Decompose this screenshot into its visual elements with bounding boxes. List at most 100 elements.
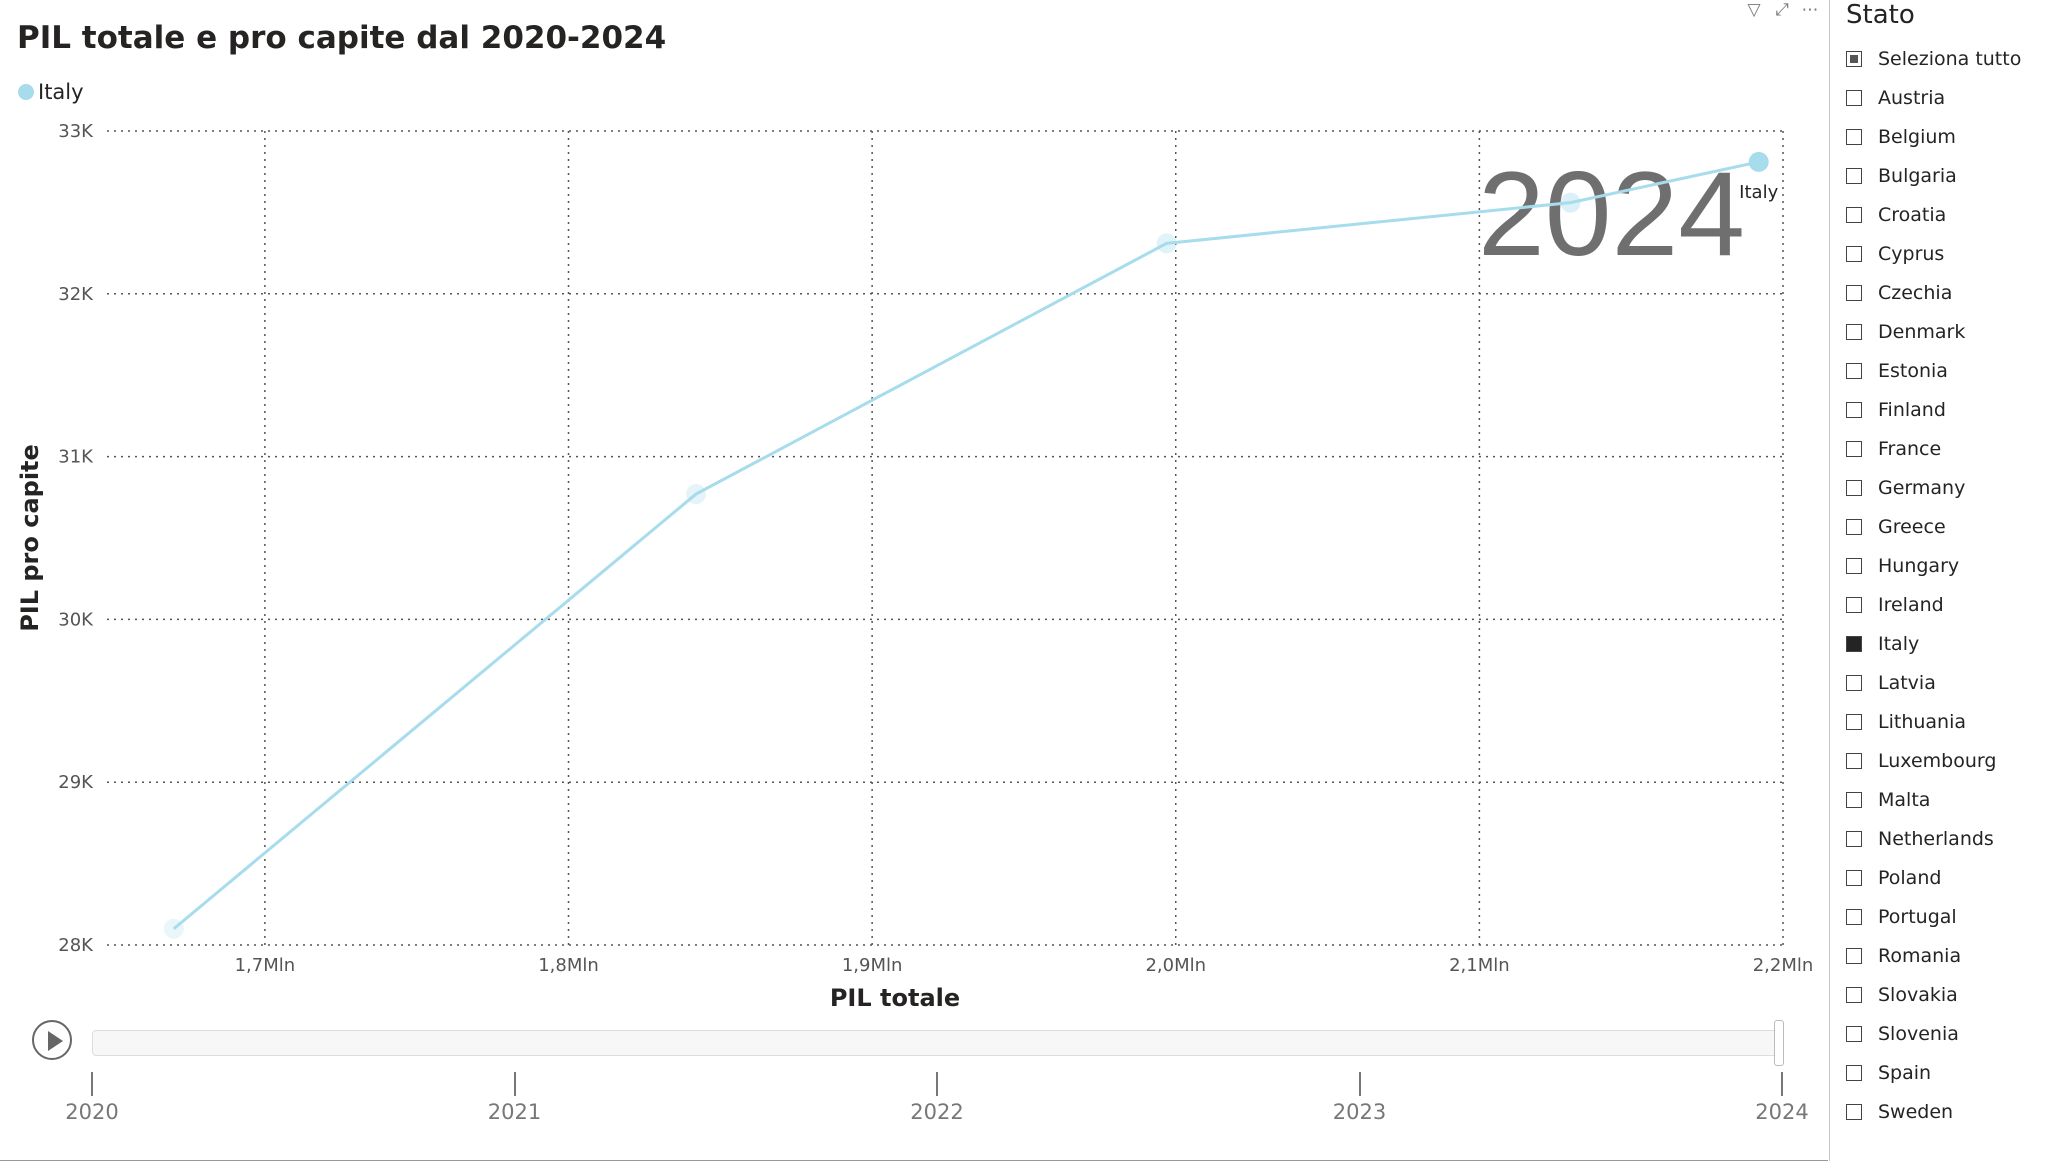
checkbox-icon[interactable]	[1846, 1103, 1862, 1120]
slicer-item[interactable]: Slovenia	[1846, 1014, 2021, 1053]
checkbox-icon[interactable]	[1846, 284, 1862, 301]
play-button[interactable]	[32, 1020, 72, 1060]
slicer-item-label: Austria	[1878, 86, 1946, 109]
checkbox-icon[interactable]	[1846, 479, 1862, 496]
checkbox-icon[interactable]	[1846, 323, 1862, 340]
slicer-item[interactable]: Netherlands	[1846, 819, 2021, 858]
checkbox-icon[interactable]	[1846, 362, 1862, 379]
slicer-item-label: Cyprus	[1878, 242, 1945, 265]
slicer-item-label: Spain	[1878, 1061, 1932, 1084]
checkbox-icon[interactable]	[1846, 1025, 1862, 1042]
x-tick-label: 1,9Mln	[842, 955, 903, 976]
slicer-item[interactable]: Italy	[1846, 624, 2021, 663]
slicer-item[interactable]: Hungary	[1846, 546, 2021, 585]
checkbox-icon[interactable]	[1846, 89, 1862, 106]
year-label: 2024	[1755, 1100, 1809, 1124]
slicer-list: Seleziona tutto Austria Belgium Bulgaria Cro…	[1846, 39, 2021, 1131]
slicer-item-label: Italy	[1878, 632, 1920, 655]
slicer-item-label: Denmark	[1878, 320, 1966, 343]
slicer-item[interactable]: Finland	[1846, 390, 2021, 429]
checkbox-icon[interactable]	[1846, 245, 1862, 262]
year-label: 2022	[910, 1100, 964, 1124]
checkbox-icon[interactable]	[1846, 440, 1862, 457]
slicer-item[interactable]: Portugal	[1846, 897, 2021, 936]
checkbox-icon[interactable]	[1846, 596, 1862, 613]
legend[interactable]: Italy	[18, 80, 84, 104]
checkbox-icon[interactable]	[1846, 830, 1862, 847]
slicer-item[interactable]: Germany	[1846, 468, 2021, 507]
checkbox-icon[interactable]	[1846, 752, 1862, 769]
series-trail-line	[172, 160, 1760, 930]
x-tick-label: 1,7Mln	[235, 955, 296, 976]
slicer-item-label: Belgium	[1878, 125, 1956, 148]
more-options-icon[interactable]: ⋯	[1801, 0, 1819, 20]
slicer-item[interactable]: Belgium	[1846, 117, 2021, 156]
slicer-item-label: Slovakia	[1878, 983, 1958, 1006]
slicer-item[interactable]: Estonia	[1846, 351, 2021, 390]
y-tick-label: 33K	[58, 121, 94, 142]
slicer-item[interactable]: Slovakia	[1846, 975, 2021, 1014]
slicer-item-label: France	[1878, 437, 1942, 460]
focus-mode-icon[interactable]: ⤢	[1775, 0, 1789, 20]
slicer-item[interactable]: Denmark	[1846, 312, 2021, 351]
checkbox-icon[interactable]	[1846, 518, 1862, 535]
checkbox-icon[interactable]	[1846, 947, 1862, 964]
slicer-item[interactable]: Czechia	[1846, 273, 2021, 312]
visual-header: ▽ ⤢ ⋯	[1744, 0, 1820, 20]
filter-icon[interactable]: ▽	[1747, 0, 1761, 20]
slicer-item-label: Poland	[1878, 866, 1942, 889]
checkbox-icon[interactable]	[1846, 128, 1862, 145]
slicer-item[interactable]: Croatia	[1846, 195, 2021, 234]
slicer-item-label: Czechia	[1878, 281, 1953, 304]
slicer-item[interactable]: Greece	[1846, 507, 2021, 546]
checkbox-icon[interactable]	[1846, 713, 1862, 730]
checkbox-icon[interactable]	[1846, 986, 1862, 1003]
slicer-item-label: Slovenia	[1878, 1022, 1959, 1045]
slicer-item[interactable]: France	[1846, 429, 2021, 468]
slicer-item[interactable]: Poland	[1846, 858, 2021, 897]
slicer-item[interactable]: Lithuania	[1846, 702, 2021, 741]
checkbox-icon[interactable]	[1846, 557, 1862, 574]
checkbox-icon[interactable]	[1846, 167, 1862, 184]
checkbox-icon[interactable]	[1846, 635, 1862, 652]
year-label: 2020	[65, 1100, 119, 1124]
checkbox-icon[interactable]	[1846, 674, 1862, 691]
slicer-item[interactable]: Austria	[1846, 78, 2021, 117]
play-axis-track[interactable]	[92, 1030, 1782, 1056]
x-axis-title: PIL totale	[830, 984, 960, 1010]
x-tick-label: 2,2Mln	[1753, 955, 1814, 976]
slicer-item[interactable]: Luxembourg	[1846, 741, 2021, 780]
slicer-item-label: Bulgaria	[1878, 164, 1957, 187]
year-label: 2021	[487, 1100, 542, 1124]
y-tick-label: 29K	[58, 772, 94, 793]
data-point	[1156, 233, 1177, 254]
panel-divider	[1829, 0, 1830, 1161]
slicer-item[interactable]: Romania	[1846, 936, 2021, 975]
checkbox-icon[interactable]	[1846, 401, 1862, 418]
data-point-label: Italy	[1739, 182, 1778, 203]
x-tick-label: 1,8Mln	[538, 955, 599, 976]
checkbox-icon[interactable]	[1846, 1064, 1862, 1081]
slicer-item[interactable]: Sweden	[1846, 1092, 2021, 1131]
slicer-item[interactable]: Latvia	[1846, 663, 2021, 702]
slicer-item[interactable]: Spain	[1846, 1053, 2021, 1092]
play-axis-slider-handle[interactable]	[1774, 1020, 1784, 1066]
data-point	[1748, 151, 1769, 172]
year-tick	[91, 1072, 93, 1096]
slicer-item-label: Finland	[1878, 398, 1946, 421]
checkbox-icon[interactable]	[1846, 791, 1862, 808]
slicer-item[interactable]: Malta	[1846, 780, 2021, 819]
slicer-item[interactable]: Cyprus	[1846, 234, 2021, 273]
slicer-item[interactable]: Ireland	[1846, 585, 2021, 624]
slicer-item[interactable]: Bulgaria	[1846, 156, 2021, 195]
checkbox-icon[interactable]	[1846, 869, 1862, 886]
year-label: 2023	[1332, 1100, 1387, 1124]
year-tick	[513, 1072, 516, 1096]
checkbox-icon[interactable]	[1846, 206, 1862, 223]
slicer-item-label: Portugal	[1878, 905, 1957, 928]
y-tick-label: 28K	[58, 935, 94, 956]
data-point	[163, 918, 184, 939]
checkbox-icon[interactable]	[1846, 908, 1862, 925]
checkbox-icon[interactable]	[1846, 50, 1862, 67]
slicer-item[interactable]: Seleziona tutto	[1846, 39, 2021, 78]
